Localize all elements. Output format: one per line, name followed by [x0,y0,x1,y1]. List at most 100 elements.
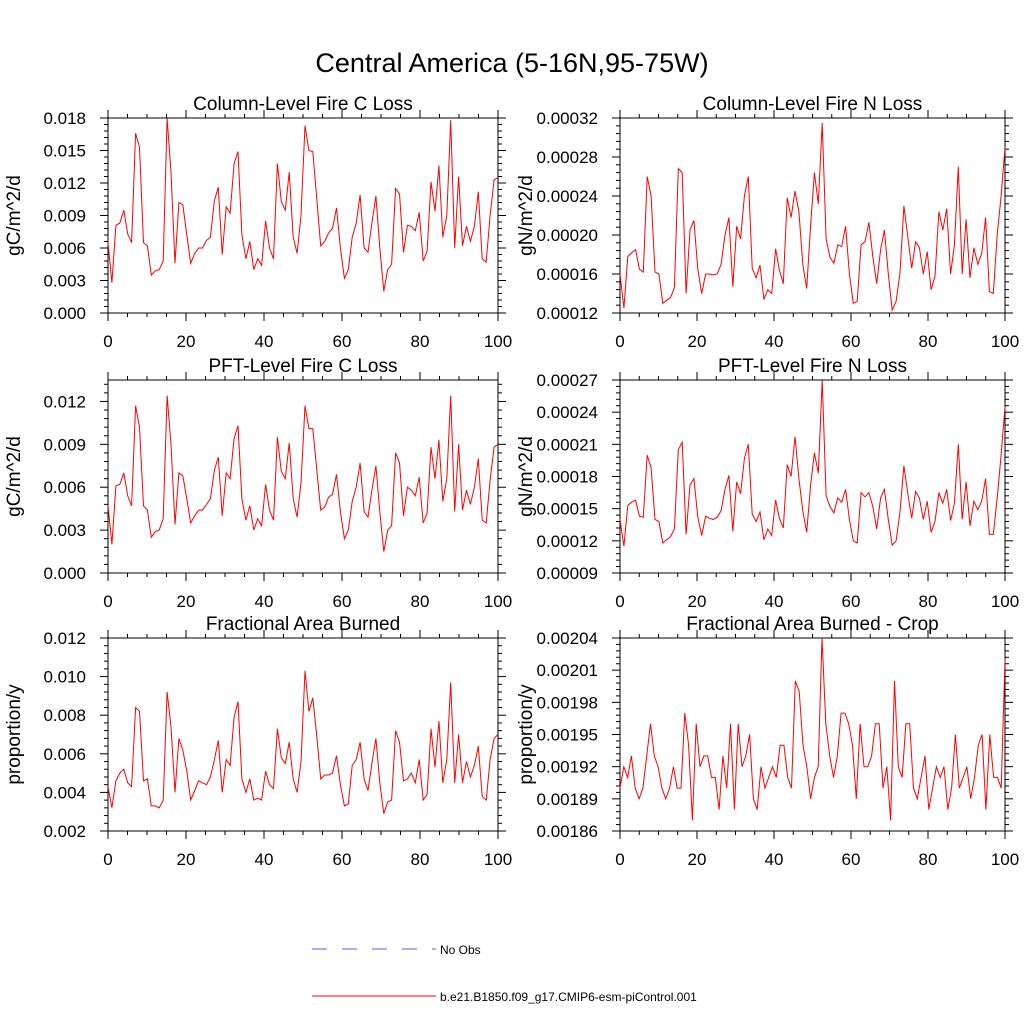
panel-1: Column-Level Fire C Loss gC/m^2/d 0 20 40 60 8… [4,94,512,351]
x-tick-label: 60 [333,592,352,611]
x-tick-label: 60 [842,850,861,869]
y-axis-label: gC/m^2/d [4,175,25,256]
panel-title: Column-Level Fire C Loss [193,94,413,115]
series-line [107,670,499,814]
x-tick-label: 40 [765,850,784,869]
y-tick-label: 0.000 [43,564,86,583]
panel-title: PFT-Level Fire C Loss [209,356,398,377]
legend: No Obs b.e21.B1850.f09_g17.CMIP6-esm-piCo… [312,943,697,1004]
series-line [107,395,499,552]
x-tick-label: 80 [919,592,938,611]
y-tick-label: 0.006 [43,239,86,258]
x-tick-label: 100 [991,850,1019,869]
x-tick-label: 80 [411,592,430,611]
y-tick-label: 0.002 [43,822,86,841]
y-tick-label: 0.000 [43,304,86,323]
x-tick-label: 40 [255,592,274,611]
y-tick-label: 0.00186 [537,822,598,841]
x-tick-label: 20 [177,850,196,869]
x-tick-label: 80 [411,332,430,351]
x-tick-label: 40 [255,850,274,869]
y-tick-label: 0.00201 [537,661,598,680]
panels: Column-Level Fire C Loss gC/m^2/d 0 20 40 60 8… [4,94,1019,869]
panel-2: Column-Level Fire N Loss gN/m^2/d 0 20 40 60 8… [516,94,1019,351]
y-tick-label: 0.012 [43,174,86,193]
y-tick-label: 0.00009 [537,564,598,583]
y-tick-label: 0.00012 [537,304,598,323]
panel-4: PFT-Level Fire N Loss gN/m^2/d 0 20 40 60 80 10… [516,356,1019,611]
series-line [107,117,499,292]
panel-title: Fractional Area Burned - Crop [686,614,938,635]
y-tick-label: 0.00015 [537,500,598,519]
y-tick-label: 0.00028 [537,148,598,167]
panel-5: Fractional Area Burned proportion/y 0 20 40 6… [4,614,512,869]
panel-3: PFT-Level Fire C Loss gC/m^2/d 0 20 40 60 80 10… [4,356,512,611]
y-axis-label: proportion/y [516,684,537,785]
x-tick-label: 80 [919,332,938,351]
x-tick-label: 100 [484,592,512,611]
y-tick-label: 0.012 [43,629,86,648]
figure-title: Central America (5-16N,95-75W) [315,48,708,78]
series-line [619,122,1006,313]
y-tick-label: 0.00018 [537,468,598,487]
x-tick-label: 0 [103,332,112,351]
series-line [619,637,1006,821]
x-tick-label: 100 [991,332,1019,351]
x-tick-label: 100 [484,850,512,869]
y-tick-label: 0.015 [43,142,86,161]
y-tick-label: 0.00195 [537,726,598,745]
x-tick-label: 40 [765,332,784,351]
y-tick-label: 0.009 [43,435,86,454]
y-tick-label: 0.004 [43,783,86,802]
x-tick-label: 20 [688,850,707,869]
y-tick-label: 0.00189 [537,790,598,809]
x-tick-label: 60 [842,592,861,611]
legend-label: b.e21.B1850.f09_g17.CMIP6-esm-piControl.… [440,990,697,1004]
x-tick-label: 20 [688,332,707,351]
y-axis-label: proportion/y [4,684,25,785]
x-tick-label: 60 [333,850,352,869]
y-tick-label: 0.010 [43,668,86,687]
y-tick-label: 0.00198 [537,693,598,712]
y-tick-label: 0.00021 [537,435,598,454]
panel-title: PFT-Level Fire N Loss [718,356,907,377]
panel-title: Fractional Area Burned [206,614,400,635]
y-tick-label: 0.00032 [537,109,598,128]
x-tick-label: 20 [688,592,707,611]
x-tick-label: 20 [177,592,196,611]
series-line [619,379,1006,547]
y-tick-label: 0.009 [43,207,86,226]
y-tick-label: 0.00012 [537,532,598,551]
y-tick-label: 0.006 [43,478,86,497]
plot-frame [619,379,1006,574]
x-tick-label: 0 [615,592,624,611]
panel-6: Fractional Area Burned - Crop proportion/… [516,614,1019,869]
x-tick-label: 0 [103,850,112,869]
x-tick-label: 100 [484,332,512,351]
y-tick-label: 0.00024 [537,187,598,206]
y-axis-label: gC/m^2/d [4,436,25,517]
x-tick-label: 80 [919,850,938,869]
x-tick-label: 0 [615,332,624,351]
y-tick-label: 0.018 [43,109,86,128]
panel-title: Column-Level Fire N Loss [703,94,923,115]
x-tick-label: 60 [333,332,352,351]
y-tick-label: 0.00024 [537,403,598,422]
x-tick-label: 20 [177,332,196,351]
x-tick-label: 60 [842,332,861,351]
x-tick-label: 40 [255,332,274,351]
x-tick-label: 80 [411,850,430,869]
y-tick-label: 0.008 [43,706,86,725]
y-tick-label: 0.00016 [537,265,598,284]
x-tick-label: 0 [103,592,112,611]
y-tick-label: 0.006 [43,745,86,764]
y-tick-label: 0.012 [43,392,86,411]
x-tick-label: 0 [615,850,624,869]
y-tick-label: 0.00020 [537,226,598,245]
y-axis-label: gN/m^2/d [516,175,537,256]
y-tick-label: 0.003 [43,272,86,291]
legend-item: No Obs [312,943,481,957]
y-tick-label: 0.00204 [537,629,598,648]
legend-item: b.e21.B1850.f09_g17.CMIP6-esm-piControl.… [312,990,697,1004]
